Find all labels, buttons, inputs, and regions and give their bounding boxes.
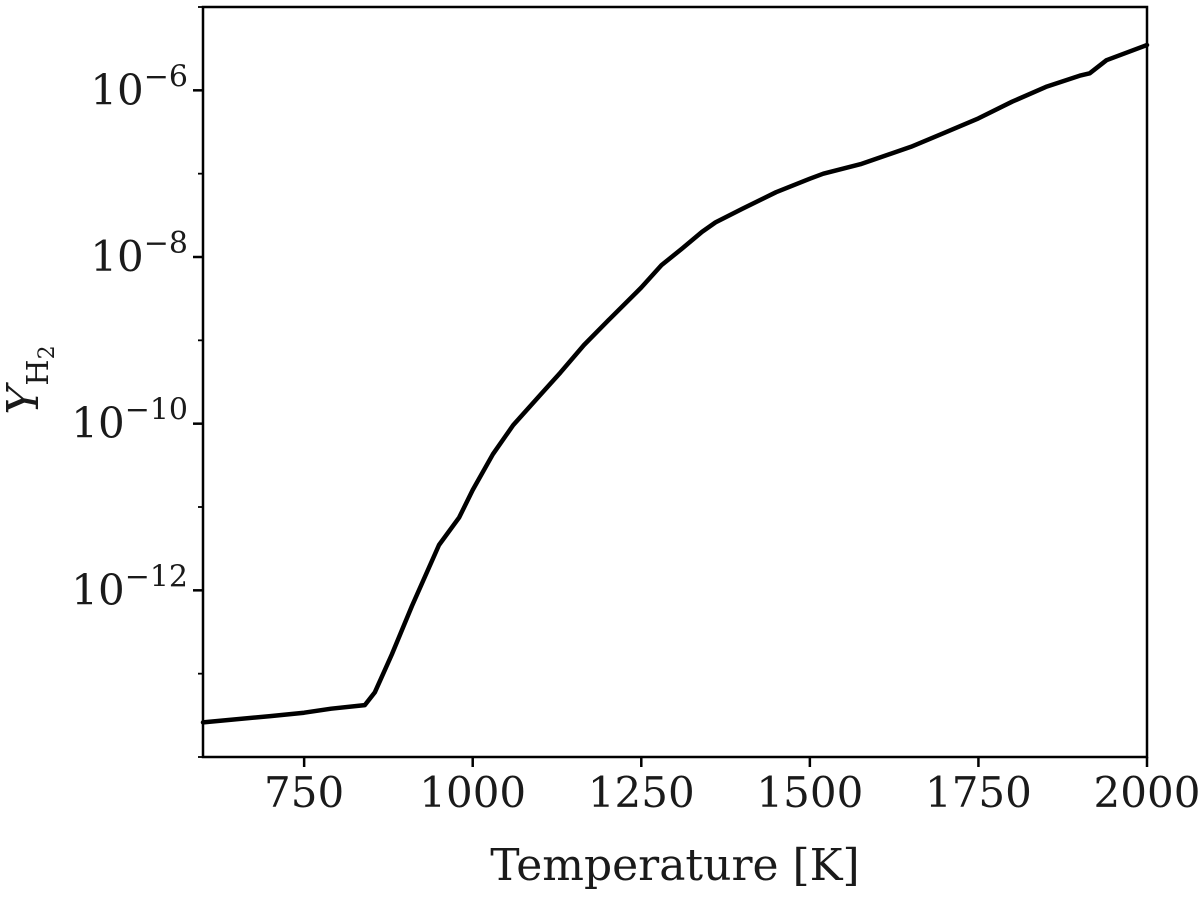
- x-tick-label: 750: [264, 768, 344, 817]
- y-axis-label: YH2: [0, 345, 60, 414]
- y-tick-label: 10−8: [90, 226, 188, 281]
- y-axis-label-subscript: H: [21, 359, 56, 385]
- y-tick-label-base: 10: [71, 399, 124, 448]
- y-tick-label-base: 10: [90, 232, 143, 281]
- x-tick-label: 1500: [756, 768, 863, 817]
- y-tick-label-base: 10: [71, 565, 124, 614]
- y-tick-label: 10−12: [71, 559, 188, 614]
- y-axis-label-subsubscript: 2: [35, 345, 60, 359]
- x-tick-label: 1750: [925, 768, 1032, 817]
- y-tick-label-exponent: −10: [125, 393, 188, 428]
- y-tick-label-exponent: −12: [125, 559, 188, 594]
- plot-frame: [201, 5, 1149, 759]
- x-axis-ticks: 750 1000 1250 1500 1750 2000: [264, 757, 1200, 817]
- series-layer: [200, 42, 1150, 725]
- x-axis-label: Temperature [K]: [490, 840, 859, 891]
- y-tick-label: 10−10: [71, 393, 188, 448]
- x-tick-label: 2000: [1094, 768, 1200, 817]
- series-line: [200, 42, 1150, 725]
- y-tick-label-base: 10: [90, 65, 143, 114]
- y-axis-label-main: Y: [0, 382, 49, 415]
- x-tick-label: 1000: [419, 768, 526, 817]
- plot-area: [201, 5, 1149, 759]
- y-tick-label-exponent: −6: [144, 59, 188, 94]
- y-tick-label-exponent: −8: [144, 226, 188, 261]
- x-tick-label: 1250: [588, 768, 695, 817]
- y-tick-label: 10−6: [90, 59, 188, 114]
